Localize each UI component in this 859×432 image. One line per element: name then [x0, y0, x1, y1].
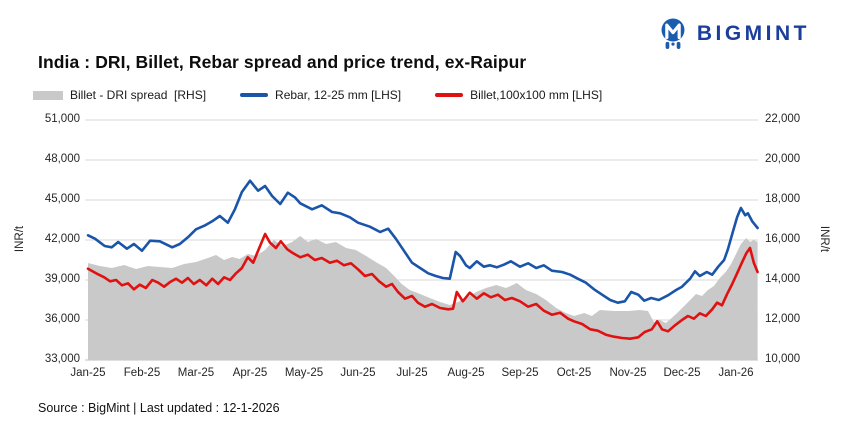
legend-label: Billet,100x100 mm [LHS]	[470, 88, 603, 102]
chart-legend: Billet - DRI spread [RHS] Rebar, 12-25 m…	[33, 88, 602, 102]
y-axis-left-tick-label: 51,000	[44, 113, 80, 125]
x-axis-tick-label: Feb-25	[123, 367, 161, 379]
series-line-rebar-12-25-mm	[86, 179, 759, 305]
y-axis-right-title: INR/t	[818, 225, 830, 253]
x-axis-tick-label: May-25	[284, 367, 324, 379]
source-note: Source : BigMint | Last updated : 12-1-2…	[38, 401, 280, 415]
line-swatch-icon	[240, 93, 269, 97]
y-axis-left-tick-label: 36,000	[44, 313, 80, 325]
legend-item-rebar: Rebar, 12-25 mm [LHS]	[240, 88, 401, 102]
x-axis-tick-label: Mar-25	[177, 367, 215, 379]
y-axis-right-tick-label: 10,000	[765, 353, 801, 365]
x-axis-tick-label: Sep-25	[501, 367, 539, 379]
y-axis-left-title: INR/t	[14, 225, 26, 253]
brand-name: BIGMINT	[696, 21, 810, 45]
y-axis-right-tick-label: 14,000	[765, 273, 801, 285]
x-axis-tick-label: Apr-25	[232, 367, 268, 379]
y-axis-left-tick-label: 33,000	[44, 353, 80, 365]
y-axis-right-tick-label: 12,000	[765, 313, 801, 325]
y-axis-left-tick-label: 39,000	[44, 273, 80, 285]
x-axis-tick-label: Dec-25	[663, 367, 701, 379]
y-axis-right-tick-label: 22,000	[765, 113, 801, 125]
x-axis-tick-label: Aug-25	[447, 367, 485, 379]
x-axis-tick-label: Jan-25	[70, 367, 106, 379]
bigmint-logo: BIGMINT	[658, 17, 810, 50]
legend-item-billet: Billet,100x100 mm [LHS]	[435, 88, 602, 102]
series-line-billet-100x100-mm	[86, 232, 759, 341]
y-axis-right-tick-label: 20,000	[765, 153, 801, 165]
x-axis-tick-label: Nov-25	[609, 367, 647, 379]
legend-label: Billet - DRI spread [RHS]	[70, 88, 207, 102]
area-swatch-icon	[33, 90, 63, 100]
x-axis-tick-label: Jul-25	[396, 367, 428, 379]
y-axis-left-tick-label: 48,000	[44, 153, 80, 165]
chart-title: India : DRI, Billet, Rebar spread and pr…	[38, 52, 527, 72]
bigmint-globe-m-icon	[661, 18, 685, 49]
x-axis-tick-label: Oct-25	[556, 367, 592, 379]
legend-label: Rebar, 12-25 mm [LHS]	[275, 88, 402, 102]
y-axis-left-tick-label: 45,000	[44, 193, 80, 205]
y-axis-right-tick-label: 16,000	[765, 233, 801, 245]
legend-item-spread: Billet - DRI spread [RHS]	[33, 88, 206, 102]
series-area-billet-dri-spread	[88, 236, 758, 360]
y-axis-left-tick-label: 42,000	[44, 233, 80, 245]
line-swatch-icon	[435, 93, 464, 97]
y-axis-right-tick-label: 18,000	[765, 193, 801, 205]
x-axis-tick-label: Jun-25	[340, 367, 376, 379]
x-axis-tick-label: Jan-26	[718, 367, 754, 379]
